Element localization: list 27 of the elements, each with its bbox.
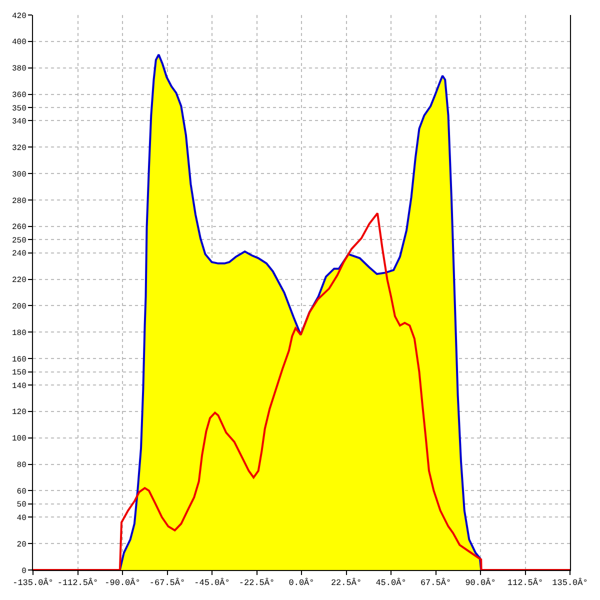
y-tick-label: 280 [12, 196, 27, 206]
y-tick-label: 150 [12, 368, 27, 378]
y-tick-label: 0 [22, 566, 27, 576]
y-tick-label: 240 [12, 250, 27, 259]
y-tick-label: 60 [16, 488, 27, 497]
y-tick-label: 250 [12, 236, 27, 246]
y-tick-label: 120 [12, 408, 27, 418]
y-tick-label: 80 [16, 461, 27, 470]
y-tick-label: 320 [12, 144, 27, 153]
y-tick-label: 380 [12, 64, 27, 74]
y-tick-label: 260 [12, 223, 27, 232]
y-tick-label: 160 [12, 355, 27, 364]
line-series [118, 54, 482, 570]
y-tick-label: 140 [12, 382, 27, 391]
y-tick-label: 20 [16, 540, 27, 550]
y-tick-label: 180 [12, 328, 27, 338]
y-tick-label: 350 [12, 104, 27, 114]
y-tick-label: 300 [12, 170, 27, 180]
y-tick-label: 220 [12, 276, 27, 286]
y-tick-label: 360 [12, 91, 27, 100]
y-tick-label: 40 [16, 514, 27, 523]
y-tick-label: 50 [16, 500, 27, 510]
y-tick-label: 420 [12, 12, 27, 21]
y-tick-label: 340 [12, 118, 27, 127]
y-tick-label: 100 [12, 434, 27, 444]
y-tick-label: 200 [12, 302, 27, 312]
y-tick-label: 400 [12, 38, 27, 48]
